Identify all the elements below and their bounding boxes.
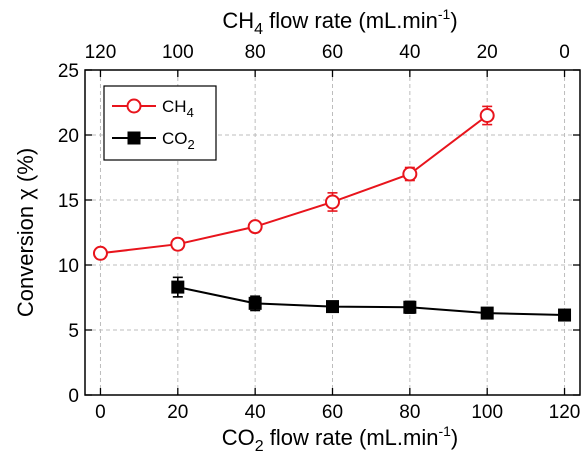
y-tick-label: 15 [58,191,79,212]
x2-tick-label: 20 [477,42,498,63]
legend-marker-co2 [127,131,141,145]
legend-box [103,85,217,161]
series-ch4 [92,105,495,261]
x-tick-label: 60 [322,402,343,423]
x-tick-label: 0 [95,402,106,423]
series-layer [92,105,572,322]
y-axis-title: Conversion χ (%) [13,148,38,317]
data-point [171,280,185,294]
series-line [100,114,488,255]
x-tick-label: 120 [549,402,581,423]
y-tick-label: 25 [58,61,79,82]
data-point [326,300,339,314]
legend-label-ch4: CH4 [162,97,194,120]
x2-tick-label: 80 [245,42,266,63]
series-co2 [171,276,572,322]
legend-item-co2: CO2 [112,129,195,152]
x2-tick-label: 120 [85,42,117,63]
data-point [247,219,263,235]
x2-tick-label: 0 [559,42,570,63]
data-point [248,296,262,310]
x-tick-label: 20 [167,402,188,423]
data-point [558,308,572,322]
data-point [403,300,417,314]
x2-tick-label: 100 [162,42,194,63]
y-tick-label: 0 [68,386,79,407]
y-tick-label: 10 [58,256,79,277]
top-axis-title: CH4 flow rate (mL.min-1) [222,6,457,38]
y-tick-label: 5 [68,321,79,342]
data-point [170,236,186,252]
y-tick-label: 20 [58,126,79,147]
x-tick-label: 80 [399,402,420,423]
legend-item-ch4: CH4 [112,97,194,120]
data-point [402,166,418,182]
bottom-axis-title: CO2 flow rate (mL.min-1) [222,423,459,455]
data-point [480,306,494,320]
data-point [479,108,495,123]
data-point [325,194,340,210]
legend-marker-ch4 [126,98,142,114]
x2-tick-label: 60 [322,42,343,63]
data-point [92,245,108,261]
series-line [177,286,565,317]
legend: CH4 CO2 [103,85,217,161]
x2-tick-label: 40 [399,42,420,63]
legend-label-co2: CO2 [162,129,195,152]
x-tick-label: 100 [471,402,503,423]
x-tick-label: 40 [245,402,266,423]
